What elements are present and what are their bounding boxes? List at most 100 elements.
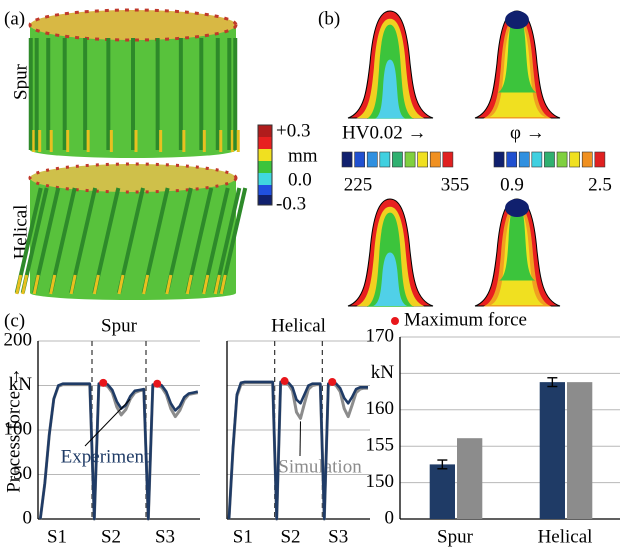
chart-title: Helical [271, 315, 326, 336]
force-curve [227, 379, 368, 521]
y-tick-label: 155 [366, 435, 395, 456]
chart-title: Spur [101, 315, 138, 336]
x-tick-label: S3 [155, 526, 175, 547]
scale-label: φ → [510, 122, 545, 143]
max-force-point [153, 379, 162, 388]
y-tick-label: 160 [366, 398, 395, 419]
gear-tooth-edge [165, 274, 173, 295]
scale-min: 0.9 [500, 174, 524, 195]
scale-cell [379, 151, 391, 168]
color-scales [341, 151, 606, 168]
bar [539, 382, 565, 519]
strain-map [474, 10, 561, 119]
legend-label: Maximum force [404, 309, 527, 330]
scale-cell [417, 151, 429, 168]
gear-renderings [14, 8, 248, 300]
x-tick-label: S1 [47, 526, 67, 547]
scale-cell [594, 151, 606, 168]
colorbar-cell [258, 125, 272, 137]
colorbar-cell [258, 173, 272, 185]
hardness-map [347, 10, 434, 119]
scale-cell [366, 151, 378, 168]
scale-label: HV0.02 → [342, 122, 426, 143]
gear-tooth-edge [21, 274, 29, 295]
max-force-point [280, 377, 289, 386]
gear-tooth-edge [69, 274, 77, 295]
colorbar-cell [258, 195, 272, 205]
y-tick-label: 100 [4, 418, 33, 439]
y-tick-label: 200 [4, 329, 33, 350]
gear-tooth-edge [219, 274, 227, 295]
scale-cell [506, 151, 518, 168]
scale-cell [544, 151, 555, 168]
max-force-point [328, 377, 337, 386]
scale-cell [442, 151, 454, 168]
hardness-map [347, 198, 434, 307]
y-tick-label: 50 [13, 463, 32, 484]
bar [567, 382, 593, 519]
y-tick-label: 150 [366, 471, 395, 492]
legend-marker [391, 317, 399, 325]
y-tick-label: kN [9, 374, 33, 395]
panel-label: (c) [4, 310, 25, 331]
y-tick-label: 170 [366, 325, 395, 346]
scale-cell [354, 151, 366, 168]
colorbar-cell [258, 137, 272, 149]
colorbar-frame [257, 124, 273, 206]
x-tick-label: S1 [233, 526, 253, 547]
colorbar-label: 0.0 [288, 169, 312, 190]
scale-max: 2.5 [588, 174, 612, 195]
force-curve [39, 381, 199, 521]
error-bar [547, 377, 558, 388]
colorbar-cell [258, 185, 272, 195]
gear-tooth-edge [49, 274, 57, 295]
scale-min: 225 [344, 174, 373, 195]
gear-tooth-edge [213, 274, 221, 295]
x-tick-label: Helical [538, 526, 593, 547]
scale-cell [429, 151, 441, 168]
gear-tooth-edge [32, 274, 40, 295]
gear-tooth-edge [142, 274, 150, 295]
scale-cell [518, 151, 530, 168]
y-tick-label: 0 [385, 507, 395, 528]
colorbar-cell [258, 149, 272, 161]
error-bar [437, 459, 448, 470]
y-axis-label: Process force → [3, 367, 24, 493]
panel-label: (a) [4, 8, 25, 29]
gear-tooth-edge [117, 274, 125, 295]
gear-tooth-edge [92, 274, 100, 295]
colorbar [257, 124, 273, 206]
colorbar-label: mm [288, 145, 318, 166]
y-tick-label: 0 [23, 507, 33, 528]
y-tick-label: kN [371, 362, 395, 383]
scale-max: 355 [441, 174, 470, 195]
bar [429, 464, 455, 519]
x-tick-label: S2 [101, 526, 121, 547]
series-annotation: Simulation [278, 456, 362, 477]
gear-tooth-edge [185, 274, 193, 295]
scale-cell [581, 151, 593, 168]
scale-cell [531, 151, 543, 168]
strain-map [474, 198, 561, 307]
x-tick-label: S3 [328, 526, 348, 547]
series-annotation: Experiment [61, 446, 150, 467]
scale-cell [392, 151, 403, 168]
row-label: Spur [10, 63, 31, 100]
scale-cell [556, 151, 568, 168]
gear-tooth-edge [15, 274, 23, 295]
x-tick-label: S2 [280, 526, 300, 547]
colorbar-cell [258, 161, 272, 173]
panel-label: (b) [318, 8, 340, 29]
scale-cell [341, 151, 353, 168]
colorbar-label: -0.3 [276, 193, 306, 214]
bar [457, 438, 483, 519]
strain-tip [505, 11, 529, 29]
gear-tooth-edge [202, 274, 210, 295]
helical-gear-bottom [30, 286, 236, 300]
helical-gear-top [28, 162, 238, 194]
x-tick-label: Spur [437, 526, 474, 547]
scale-cell [569, 151, 580, 168]
scale-cell [404, 151, 416, 168]
colorbar-label: +0.3 [276, 120, 310, 141]
